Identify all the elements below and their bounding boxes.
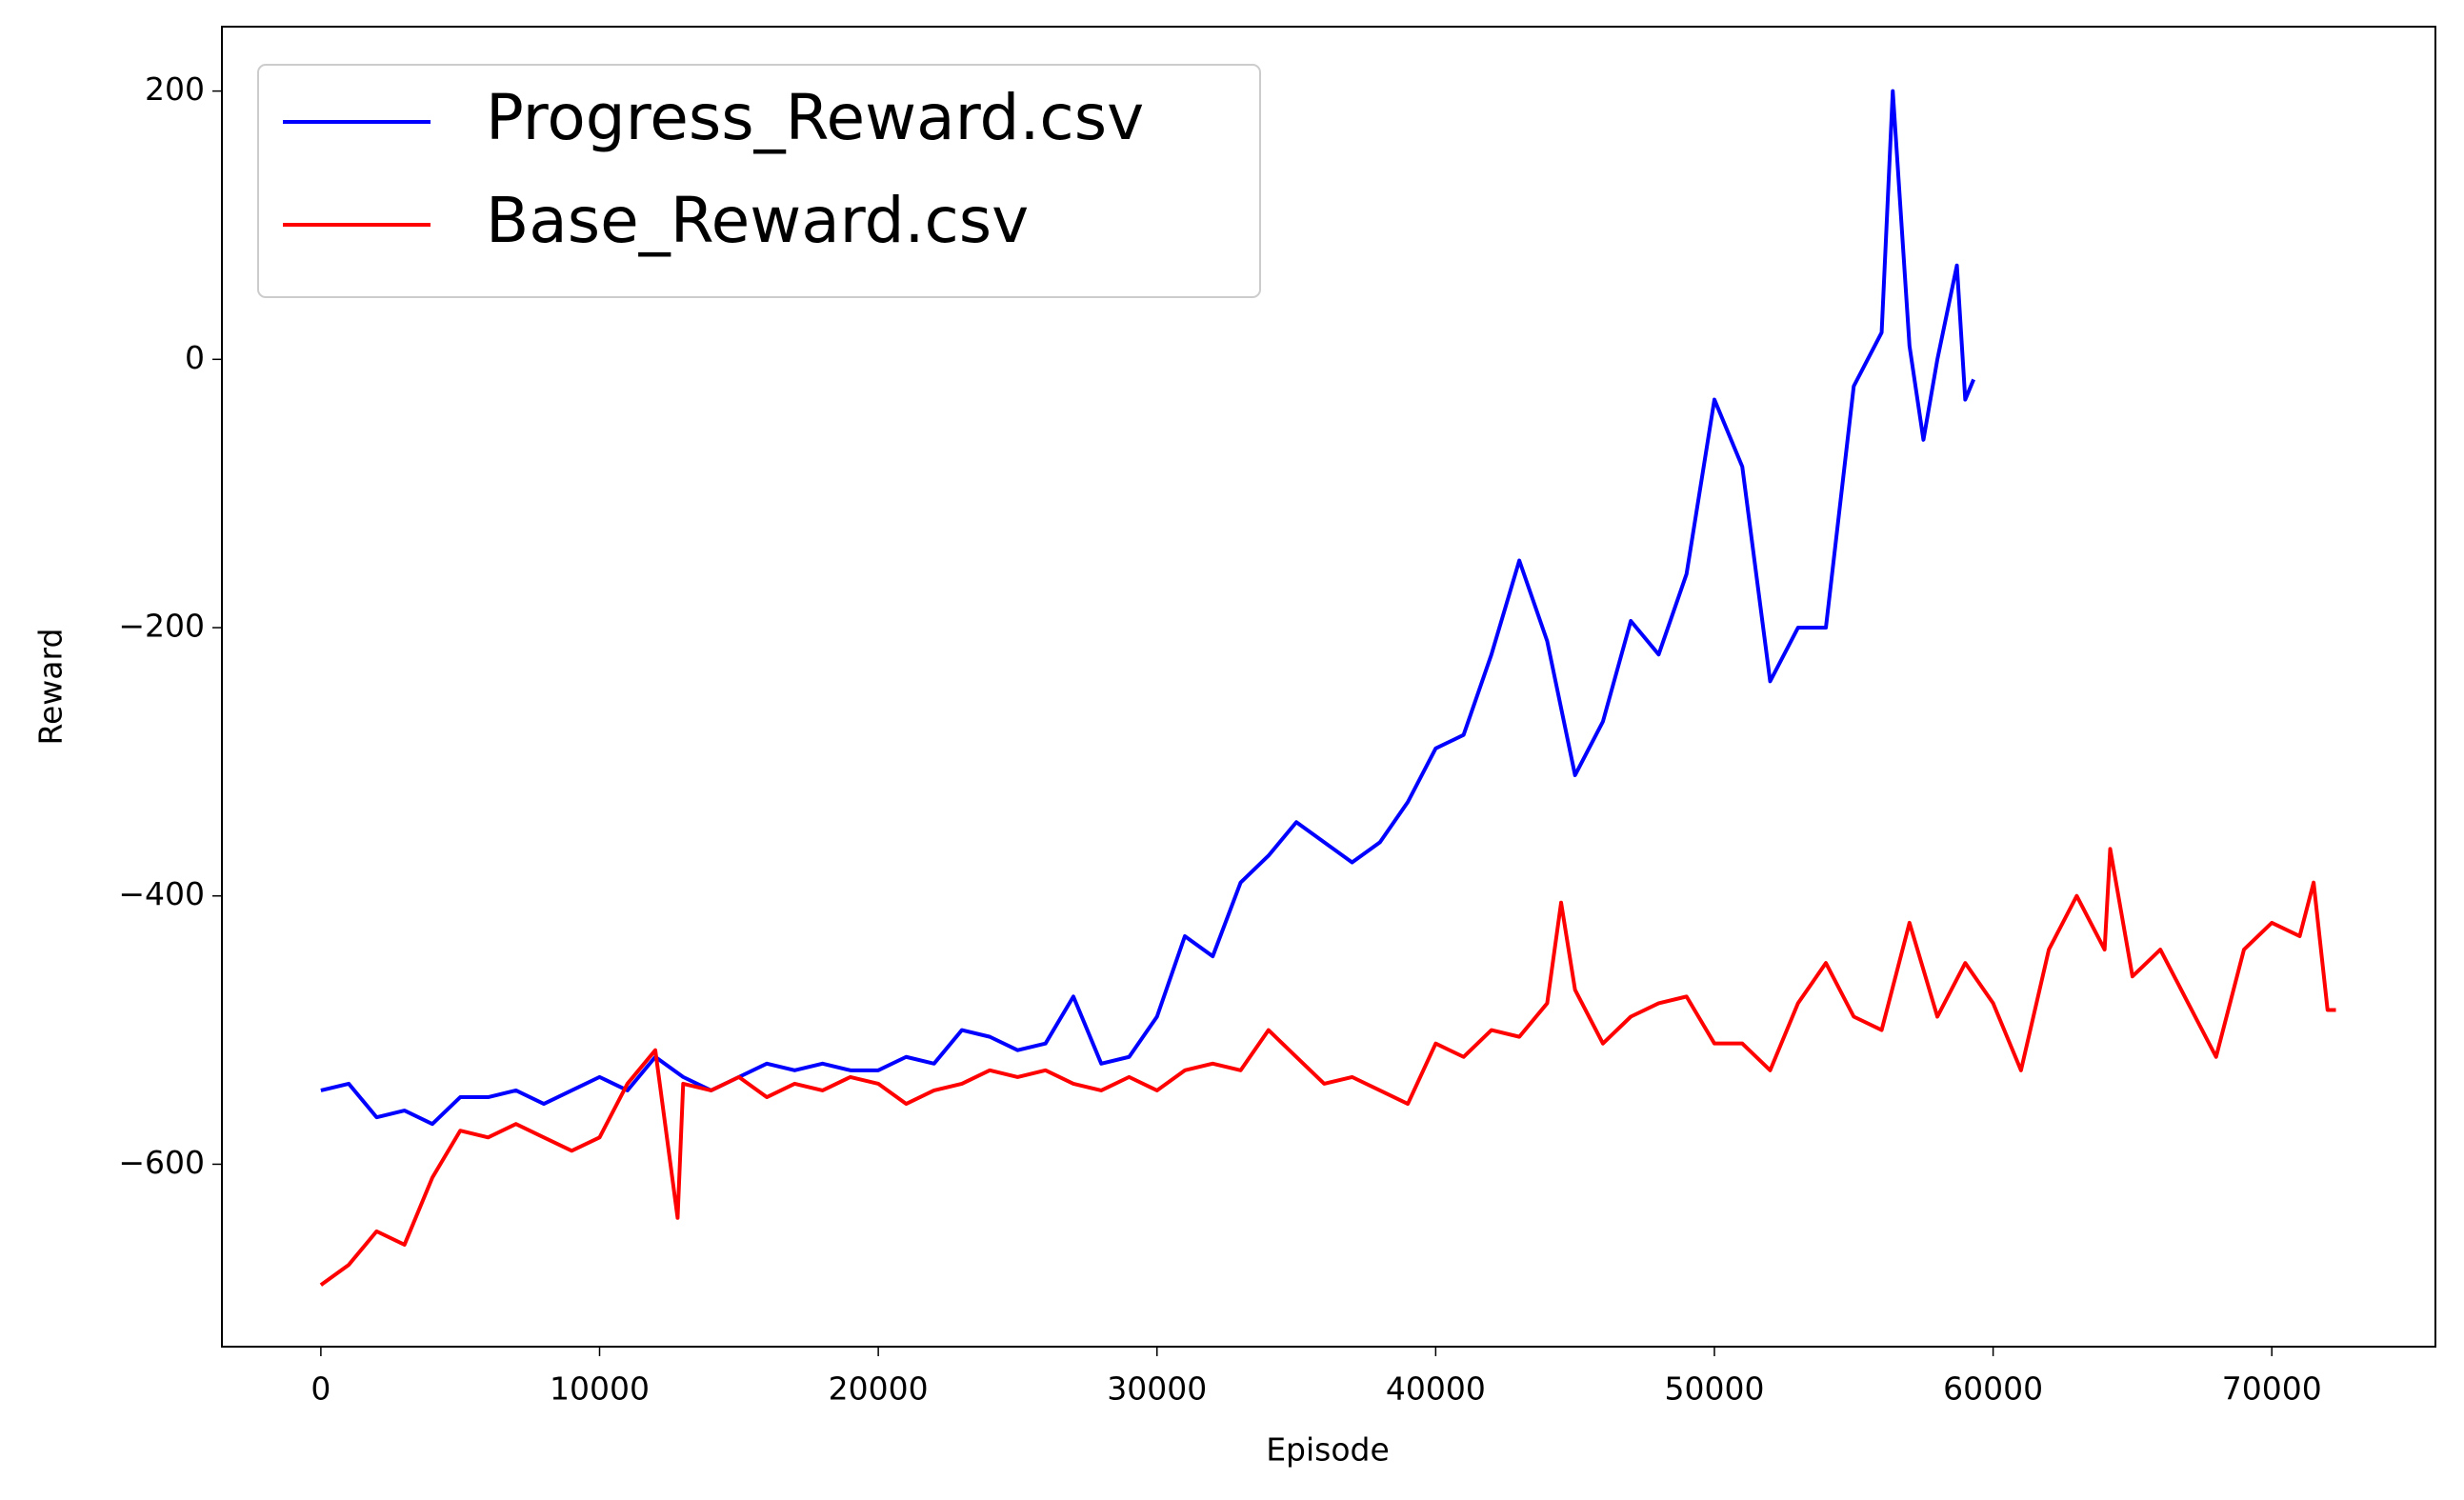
- plot-frame: [221, 26, 2436, 1348]
- x-tick-label: 0: [311, 1370, 331, 1408]
- legend-label: Progress_Reward.csv: [486, 81, 1144, 154]
- x-tick-label: 30000: [1107, 1370, 1207, 1408]
- y-tick-label: −600: [118, 1144, 205, 1181]
- legend-box: [257, 64, 1261, 298]
- series-line: [320, 89, 1975, 1127]
- y-tick-label: −400: [118, 875, 205, 912]
- x-tick-label: 20000: [829, 1370, 929, 1408]
- x-tick-label: 50000: [1664, 1370, 1764, 1408]
- series-line: [319, 847, 2336, 1287]
- y-axis-label: Reward: [32, 629, 70, 746]
- x-tick-label: 40000: [1386, 1370, 1486, 1408]
- y-tick-label: 200: [145, 70, 205, 108]
- x-tick-label: 10000: [550, 1370, 650, 1408]
- x-tick-label: 60000: [1943, 1370, 2043, 1408]
- y-tick-label: 0: [185, 339, 205, 376]
- x-axis-label: Episode: [1266, 1431, 1390, 1469]
- legend-label: Base_Reward.csv: [486, 184, 1029, 257]
- y-tick-label: −200: [118, 608, 205, 645]
- x-tick-label: 70000: [2222, 1370, 2322, 1408]
